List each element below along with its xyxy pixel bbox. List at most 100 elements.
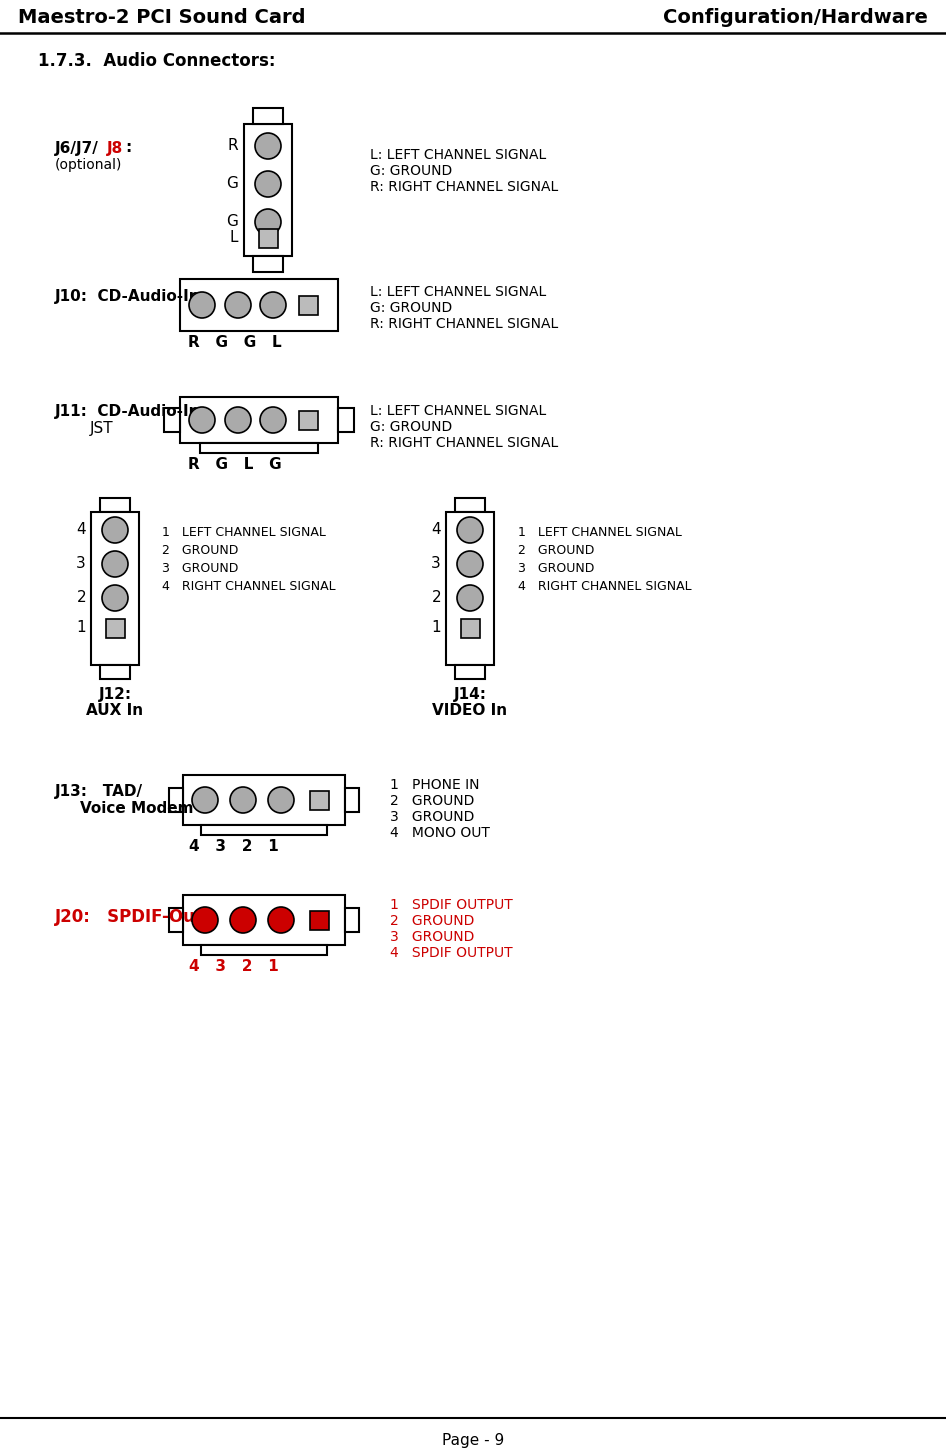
- Text: 2   GROUND: 2 GROUND: [162, 544, 238, 557]
- Bar: [91, 512, 139, 664]
- Circle shape: [255, 209, 281, 236]
- Text: J6/J7/: J6/J7/: [55, 141, 99, 156]
- Text: G: G: [226, 176, 238, 192]
- Text: 1   LEFT CHANNEL SIGNAL: 1 LEFT CHANNEL SIGNAL: [518, 526, 682, 539]
- Text: 1: 1: [431, 621, 441, 635]
- Text: L: LEFT CHANNEL SIGNAL: L: LEFT CHANNEL SIGNAL: [370, 404, 546, 417]
- Text: J13:   TAD/: J13: TAD/: [55, 784, 143, 800]
- Bar: [244, 124, 292, 256]
- Bar: [180, 279, 338, 332]
- Bar: [309, 791, 328, 810]
- Text: 2: 2: [431, 590, 441, 605]
- Text: G: G: [226, 215, 238, 230]
- Bar: [461, 618, 480, 637]
- Text: :: :: [125, 141, 131, 156]
- Bar: [201, 945, 327, 955]
- Bar: [345, 788, 359, 811]
- Circle shape: [260, 407, 286, 433]
- Bar: [100, 499, 130, 512]
- Circle shape: [192, 907, 218, 933]
- Text: 1   LEFT CHANNEL SIGNAL: 1 LEFT CHANNEL SIGNAL: [162, 526, 325, 539]
- Bar: [183, 775, 345, 824]
- Text: L: LEFT CHANNEL SIGNAL: L: LEFT CHANNEL SIGNAL: [370, 148, 546, 161]
- Text: (optional): (optional): [55, 158, 122, 172]
- Circle shape: [457, 518, 483, 542]
- Text: 4   RIGHT CHANNEL SIGNAL: 4 RIGHT CHANNEL SIGNAL: [162, 580, 336, 593]
- Text: AUX In: AUX In: [86, 702, 144, 718]
- Text: J20:   SPDIF-Out: J20: SPDIF-Out: [55, 907, 204, 926]
- Bar: [180, 397, 338, 443]
- Text: J8: J8: [107, 141, 123, 156]
- Bar: [201, 824, 327, 835]
- Text: 4: 4: [431, 522, 441, 538]
- Bar: [345, 907, 359, 932]
- Circle shape: [230, 907, 256, 933]
- Text: Voice Modem: Voice Modem: [80, 801, 194, 816]
- Text: 3: 3: [77, 557, 86, 571]
- Text: Maestro-2 PCI Sound Card: Maestro-2 PCI Sound Card: [18, 9, 306, 28]
- Circle shape: [260, 292, 286, 318]
- Text: R: RIGHT CHANNEL SIGNAL: R: RIGHT CHANNEL SIGNAL: [370, 180, 558, 193]
- Text: 3   GROUND: 3 GROUND: [390, 810, 474, 824]
- Circle shape: [192, 787, 218, 813]
- Text: 4   3   2   1: 4 3 2 1: [189, 839, 279, 853]
- Bar: [446, 512, 494, 664]
- Text: Page - 9: Page - 9: [442, 1434, 504, 1448]
- Text: 2   GROUND: 2 GROUND: [518, 544, 594, 557]
- Text: J11:  CD-Audio-In: J11: CD-Audio-In: [55, 404, 201, 419]
- Bar: [299, 410, 318, 429]
- Circle shape: [225, 407, 251, 433]
- Bar: [299, 295, 318, 314]
- Text: Configuration/Hardware: Configuration/Hardware: [663, 9, 928, 28]
- Circle shape: [457, 585, 483, 611]
- Circle shape: [102, 585, 128, 611]
- Bar: [169, 907, 183, 932]
- Bar: [164, 409, 180, 432]
- Circle shape: [102, 518, 128, 542]
- Text: 1: 1: [77, 621, 86, 635]
- Circle shape: [268, 907, 294, 933]
- Text: 1   PHONE IN: 1 PHONE IN: [390, 778, 480, 792]
- Text: VIDEO In: VIDEO In: [432, 702, 508, 718]
- Bar: [106, 618, 125, 637]
- Circle shape: [457, 551, 483, 577]
- Bar: [183, 896, 345, 945]
- Text: 4: 4: [77, 522, 86, 538]
- Text: 4   3   2   1: 4 3 2 1: [189, 960, 279, 974]
- Bar: [200, 443, 318, 454]
- Text: J14:: J14:: [453, 686, 486, 702]
- Text: 3   GROUND: 3 GROUND: [390, 931, 474, 944]
- Text: R: RIGHT CHANNEL SIGNAL: R: RIGHT CHANNEL SIGNAL: [370, 317, 558, 332]
- Text: 4   RIGHT CHANNEL SIGNAL: 4 RIGHT CHANNEL SIGNAL: [518, 580, 692, 593]
- Text: 2   GROUND: 2 GROUND: [390, 915, 474, 928]
- Bar: [169, 788, 183, 811]
- Circle shape: [102, 551, 128, 577]
- Text: G: GROUND: G: GROUND: [370, 420, 452, 433]
- Circle shape: [189, 407, 215, 433]
- Text: 2   GROUND: 2 GROUND: [390, 794, 474, 808]
- Text: G: GROUND: G: GROUND: [370, 301, 452, 316]
- Circle shape: [255, 172, 281, 196]
- Circle shape: [225, 292, 251, 318]
- Circle shape: [268, 787, 294, 813]
- Circle shape: [230, 787, 256, 813]
- Text: 3   GROUND: 3 GROUND: [162, 563, 238, 574]
- Text: 4   MONO OUT: 4 MONO OUT: [390, 826, 490, 840]
- Text: L: L: [230, 231, 238, 246]
- Text: 3: 3: [431, 557, 441, 571]
- Text: J12:: J12:: [98, 686, 131, 702]
- Text: 2: 2: [77, 590, 86, 605]
- Text: R: R: [227, 138, 238, 154]
- Text: R   G   G   L: R G G L: [188, 334, 282, 350]
- Text: 4   SPDIF OUTPUT: 4 SPDIF OUTPUT: [390, 947, 513, 960]
- Bar: [455, 664, 485, 679]
- Text: R   G   L   G: R G L G: [188, 457, 282, 473]
- Bar: [338, 409, 354, 432]
- Text: 1   SPDIF OUTPUT: 1 SPDIF OUTPUT: [390, 899, 513, 912]
- Bar: [100, 664, 130, 679]
- Bar: [253, 108, 283, 124]
- Text: L: LEFT CHANNEL SIGNAL: L: LEFT CHANNEL SIGNAL: [370, 285, 546, 300]
- Text: G: GROUND: G: GROUND: [370, 164, 452, 177]
- Bar: [253, 256, 283, 272]
- Bar: [455, 499, 485, 512]
